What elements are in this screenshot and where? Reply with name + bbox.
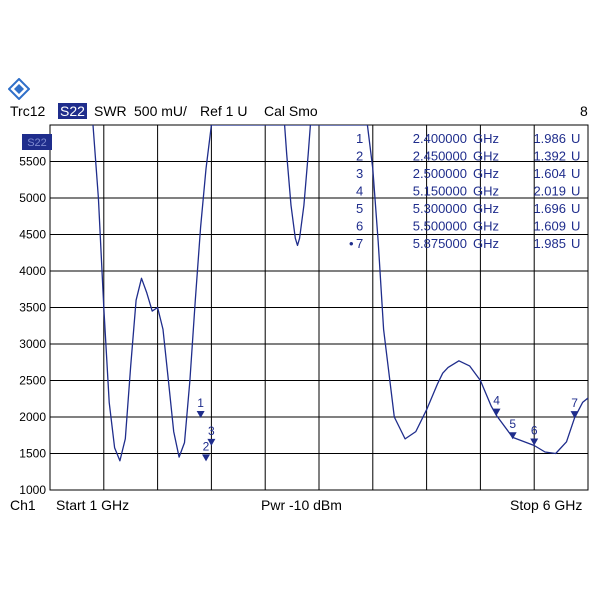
marker-1-triangle[interactable] xyxy=(196,411,205,419)
marker-table-1-unit_f: GHz xyxy=(473,131,499,146)
marker-3-triangle[interactable] xyxy=(207,438,216,446)
marker-6-label: 6 xyxy=(531,424,538,438)
marker-table-4-value: 2.019 xyxy=(533,184,566,199)
y-tick-label: 4000 xyxy=(19,264,46,278)
marker-table-7-value: 1.985 xyxy=(533,236,566,251)
marker-table-3-freq: 2.500000 xyxy=(413,166,467,181)
marker-1-label: 1 xyxy=(197,396,204,410)
marker-table-2-value: 1.392 xyxy=(533,149,566,164)
marker-table-3-id: 3 xyxy=(356,166,363,181)
y-tick-label: 5500 xyxy=(19,155,46,169)
marker-table-3-unit_f: GHz xyxy=(473,166,499,181)
marker-4-label: 4 xyxy=(493,394,500,408)
y-tick-label: 3000 xyxy=(19,337,46,351)
channel-footer: Ch1 Start 1 GHz Pwr -10 dBm Stop 6 GHz xyxy=(10,497,590,515)
y-tick-label: 1000 xyxy=(19,483,46,497)
trace-badge-box xyxy=(22,134,52,150)
trace-header: Trc12 S22 SWR 500 mU/ Ref 1 U Cal Smo 8 xyxy=(10,103,590,121)
marker-table-5-freq: 5.300000 xyxy=(413,201,467,216)
marker-7-triangle[interactable] xyxy=(570,411,579,419)
power-level[interactable]: Pwr -10 dBm xyxy=(261,497,342,513)
marker-7-label: 7 xyxy=(571,396,578,410)
marker-table-6-unit_v: U xyxy=(571,219,580,234)
y-tick-label: 3500 xyxy=(19,301,46,315)
y-tick-label: 2500 xyxy=(19,374,46,388)
marker-table-4-unit_f: GHz xyxy=(473,184,499,199)
marker-table-1-freq: 2.400000 xyxy=(413,131,467,146)
marker-5-triangle[interactable] xyxy=(508,432,517,440)
marker-table-7-unit_f: GHz xyxy=(473,236,499,251)
marker-table-6-id: 6 xyxy=(356,219,363,234)
marker-2-label: 2 xyxy=(203,439,210,453)
y-tick-label: 4500 xyxy=(19,228,46,242)
start-frequency[interactable]: Start 1 GHz xyxy=(56,497,130,513)
active-marker-dot: • xyxy=(349,236,354,251)
marker-table-1-id: 1 xyxy=(356,131,363,146)
marker-table-6-unit_f: GHz xyxy=(473,219,499,234)
y-tick-label: 5000 xyxy=(19,191,46,205)
marker-table-2-freq: 2.450000 xyxy=(413,149,467,164)
trace-param-badge[interactable]: S22 xyxy=(58,103,87,119)
trace-line xyxy=(92,125,588,462)
rohde-schwarz-logo-icon xyxy=(8,78,30,100)
marker-3-label: 3 xyxy=(208,424,215,438)
marker-table-7-freq: 5.875000 xyxy=(413,236,467,251)
channel-label: Ch1 xyxy=(10,497,36,513)
marker-table-4-id: 4 xyxy=(356,184,363,199)
trace-format[interactable]: SWR xyxy=(94,103,127,119)
marker-table-2-unit_f: GHz xyxy=(473,149,499,164)
marker-table-1-unit_v: U xyxy=(571,131,580,146)
marker-table-7-unit_v: U xyxy=(571,236,580,251)
marker-table-4-freq: 5.150000 xyxy=(413,184,467,199)
marker-table-3-value: 1.604 xyxy=(533,166,566,181)
trace-name[interactable]: Trc12 xyxy=(10,103,46,119)
y-tick-label: 2000 xyxy=(19,410,46,424)
cal-status: Cal Smo xyxy=(264,103,318,119)
trace-scale[interactable]: 500 mU/ xyxy=(134,103,187,119)
marker-table-5-id: 5 xyxy=(356,201,363,216)
marker-table-5-value: 1.696 xyxy=(533,201,566,216)
marker-table-5-unit_f: GHz xyxy=(473,201,499,216)
marker-4-triangle[interactable] xyxy=(492,408,501,416)
marker-2-triangle[interactable] xyxy=(202,454,211,462)
marker-table-6-value: 1.609 xyxy=(533,219,566,234)
marker-table-7-id: 7 xyxy=(356,236,363,251)
stop-frequency[interactable]: Stop 6 GHz xyxy=(510,497,583,513)
trace-line xyxy=(283,125,312,247)
marker-6-triangle[interactable] xyxy=(530,438,539,446)
trace-badge-label: S22 xyxy=(27,137,47,149)
marker-table-5-unit_v: U xyxy=(571,201,580,216)
marker-5-label: 5 xyxy=(509,417,516,431)
marker-table-2-unit_v: U xyxy=(571,149,580,164)
marker-table-3-unit_v: U xyxy=(571,166,580,181)
marker-table-2-id: 2 xyxy=(356,149,363,164)
marker-table-1-value: 1.986 xyxy=(533,131,566,146)
marker-table-6-freq: 5.500000 xyxy=(413,219,467,234)
marker-table-4-unit_v: U xyxy=(571,184,580,199)
trace-right-number: 8 xyxy=(580,103,588,119)
y-tick-label: 1500 xyxy=(19,447,46,461)
trace-ref[interactable]: Ref 1 U xyxy=(200,103,248,119)
